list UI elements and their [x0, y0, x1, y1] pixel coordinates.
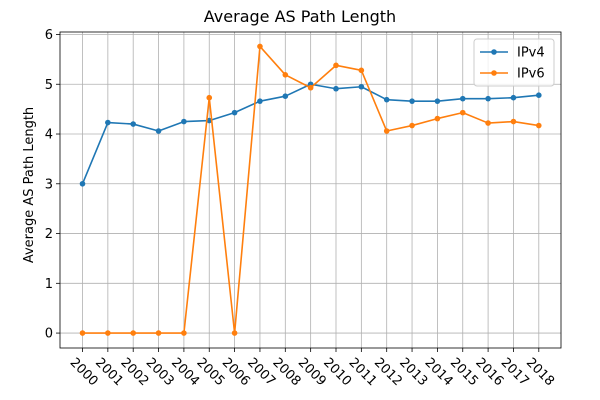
data-point-ipv4: [383, 96, 390, 103]
data-series: [79, 43, 542, 336]
x-tick-label: 2007: [244, 355, 278, 389]
data-point-ipv4: [79, 180, 86, 187]
x-tick-label: 2010: [320, 355, 354, 389]
data-point-ipv6: [459, 109, 466, 116]
data-point-ipv4: [231, 109, 238, 116]
x-tick-label: 2003: [143, 355, 177, 389]
data-point-ipv6: [181, 330, 187, 336]
data-point-ipv6: [155, 330, 162, 336]
y-tick-label: 3: [45, 177, 53, 192]
data-point-ipv4: [105, 119, 111, 126]
x-tick-label: 2014: [422, 355, 456, 389]
data-point-ipv4: [536, 92, 542, 98]
data-point-ipv6: [510, 118, 517, 125]
x-tick-label: 2012: [371, 355, 405, 389]
x-tick-label: 2000: [67, 355, 101, 389]
data-point-ipv6: [231, 330, 238, 336]
data-point-ipv4: [181, 118, 187, 125]
x-tick-label: 2017: [498, 355, 532, 389]
y-tick-label: 5: [45, 78, 53, 93]
data-point-ipv6: [409, 122, 415, 129]
x-tick-label: 2009: [295, 355, 329, 389]
y-tick-label: 1: [45, 277, 53, 292]
data-point-ipv6: [307, 84, 314, 91]
axes: [56, 31, 562, 352]
x-tick-label: 2013: [396, 355, 430, 389]
data-point-ipv6: [485, 120, 491, 126]
data-point-ipv6: [536, 122, 542, 129]
y-tick-label: 2: [45, 227, 53, 242]
data-point-ipv6: [434, 115, 441, 122]
x-tick-label: 2018: [523, 355, 557, 389]
chart-title: Average AS Path Length: [204, 7, 396, 26]
x-tick-label: 2001: [92, 355, 126, 389]
data-point-ipv6: [206, 94, 213, 101]
series-ipv6: [79, 43, 542, 336]
data-point-ipv6: [333, 62, 339, 69]
data-point-ipv4: [257, 98, 263, 104]
x-tick-label: 2015: [447, 355, 481, 389]
legend-marker-ipv6: [491, 70, 497, 76]
data-point-ipv6: [257, 43, 263, 50]
x-tick-label: 2016: [472, 355, 506, 389]
data-point-ipv4: [333, 85, 339, 92]
data-point-ipv4: [459, 95, 466, 102]
y-tick-label: 6: [45, 28, 53, 43]
data-point-ipv4: [282, 93, 289, 99]
x-tick-label: 2004: [168, 355, 202, 389]
series-ipv4: [79, 81, 542, 187]
data-point-ipv4: [358, 83, 365, 90]
x-tick-label: 2002: [117, 355, 151, 389]
data-point-ipv4: [434, 98, 441, 104]
data-point-ipv6: [282, 71, 289, 78]
data-point-ipv6: [383, 128, 390, 134]
x-tick-label: 2005: [193, 355, 227, 389]
legend-label-ipv4: IPv4: [517, 46, 545, 61]
y-tick-label: 0: [45, 327, 53, 342]
y-tick-label: 4: [45, 128, 53, 143]
data-point-ipv4: [510, 94, 517, 101]
data-point-ipv4: [130, 121, 136, 127]
legend-marker-ipv4: [491, 49, 497, 55]
data-point-ipv4: [409, 98, 415, 104]
data-point-ipv4: [155, 128, 162, 134]
data-point-ipv4: [206, 117, 213, 124]
x-tick-label: 2008: [269, 355, 303, 389]
data-point-ipv6: [358, 67, 365, 74]
data-point-ipv6: [130, 330, 136, 336]
plot-frame: [59, 31, 562, 349]
legend-label-ipv6: IPv6: [517, 67, 545, 82]
legend: IPv4 IPv6: [473, 38, 555, 87]
data-point-ipv4: [485, 95, 491, 102]
data-point-ipv6: [79, 330, 86, 336]
data-point-ipv6: [105, 330, 111, 336]
x-tick-label: 2006: [219, 355, 253, 389]
y-axis-label: Average AS Path Length: [22, 107, 37, 263]
x-tick-label: 2011: [346, 355, 380, 389]
